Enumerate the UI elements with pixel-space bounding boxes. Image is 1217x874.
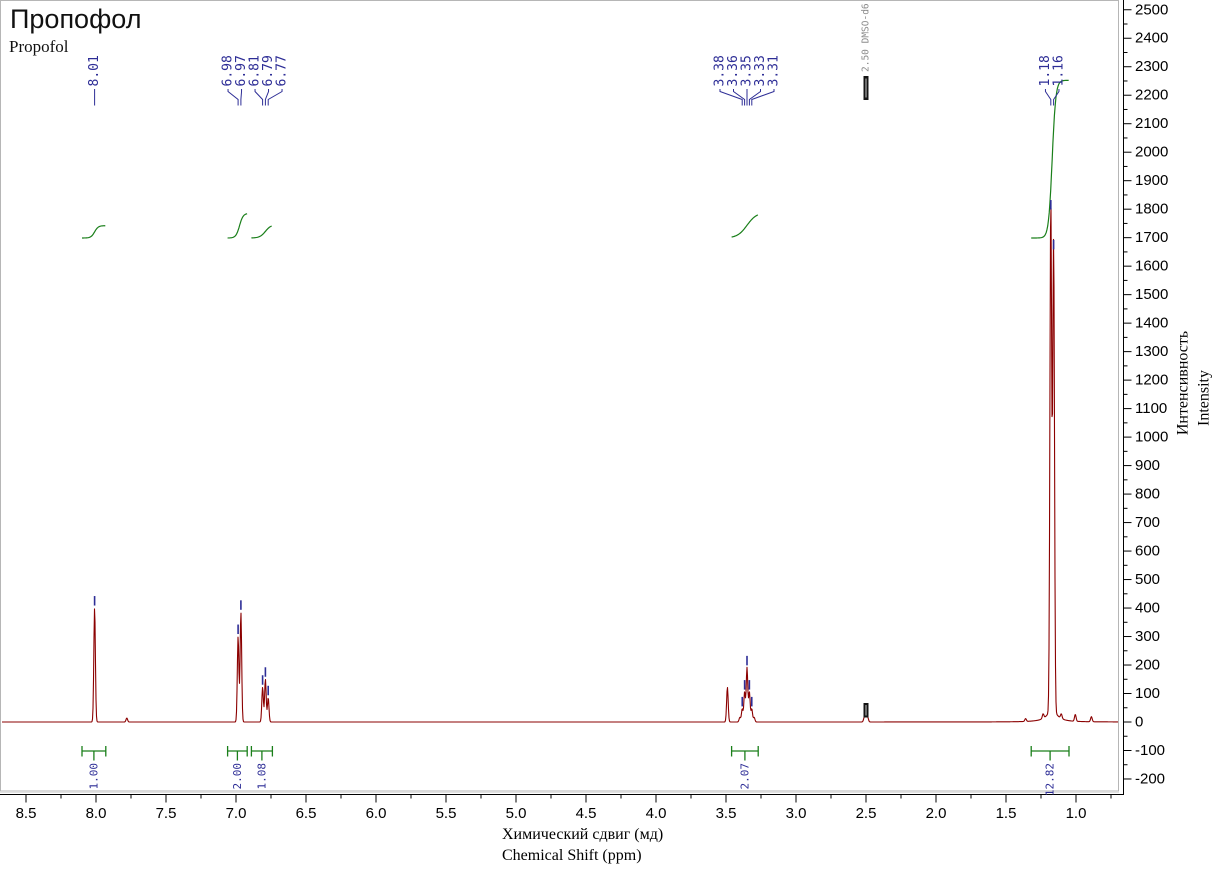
integral-curves: 1.00 2.00 1.08 2.07 12.82 [81,79,1070,796]
solvent-marker-bottom-core [865,705,867,716]
integral-value: 1.08 [255,763,268,790]
peak-label: 3.31 [767,55,782,86]
peak-label: 3.35 [740,55,755,86]
spectrum-trace [1,207,1119,723]
solvent-label: 2.50 DMSO-d6 [861,3,872,72]
x-tick-label: 4.5 [576,805,597,822]
x-tick-label: 5.0 [506,805,527,822]
y-axis-title-en: Intensity [1196,370,1213,426]
y-tick-label: 2000 [1135,144,1168,161]
y-tick-label: 2200 [1135,87,1168,104]
peak-label: 1.16 [1051,55,1066,86]
x-axis-title-ru: Химический сдвиг (мд) [502,826,663,843]
x-tick-label: 2.0 [926,805,947,822]
page-subtitle: Propofol [9,37,69,56]
y-tick-label: 600 [1135,543,1160,560]
plot-frame [0,0,1124,795]
y-tick-label: 500 [1135,571,1160,588]
integral-curve [227,213,248,239]
y-tick-label: 100 [1135,685,1160,702]
y-tick-label: 900 [1135,457,1160,474]
peak-label-connector [1044,89,1052,106]
y-tick-label: 2500 [1135,1,1168,18]
y-tick-label: 400 [1135,600,1160,617]
peak-label: 1.18 [1038,55,1053,86]
peak-label: 6.97 [234,55,249,86]
y-tick-label: 300 [1135,628,1160,645]
peak-label: 3.33 [753,55,768,86]
y-tick-label: 1200 [1135,372,1168,389]
y-tick-label: 1500 [1135,286,1168,303]
peak-annotations: 8.01 6.986.976.816.796.77 3.383.363.353.33… [87,3,1066,718]
x-tick-label: 4.0 [646,805,667,822]
integral-curve [251,225,272,239]
peak-label: 6.81 [248,55,263,86]
peak-label: 6.79 [261,55,276,86]
integral-value: 2.00 [231,763,244,790]
y-tick-label: 2100 [1135,115,1168,132]
y-tick-label: 2300 [1135,58,1168,75]
x-tick-label: 6.0 [366,805,387,822]
x-tick-label: 8.5 [16,805,37,822]
peak-label-connector [719,89,743,106]
plot-frame-border [0,0,1119,792]
axis-ticks: 8.5 8.0 7.5 7.0 6.5 6.0 5.5 5.0 4.5 4.0 3.5 3.0 2.5 2… [16,1,1169,822]
integral-curve [731,214,759,238]
y-tick-label: 1100 [1135,400,1167,417]
x-tick-label: 7.5 [156,805,177,822]
integral-value: 1.00 [87,763,100,790]
peak-label-connector [1053,89,1060,106]
peak-label: 3.36 [726,55,741,86]
peak-label-connector [733,89,746,106]
x-tick-label: 7.0 [226,805,247,822]
peak-label-connector [751,89,775,106]
peak-label-connector [264,89,270,106]
y-tick-label: 1400 [1135,315,1168,332]
peak-label-connector [748,89,761,106]
peak-label: 6.77 [275,55,290,86]
peak-label-connector [227,89,239,106]
y-tick-label: 1300 [1135,343,1168,360]
x-tick-label: 1.5 [996,805,1017,822]
peak-label: 6.98 [221,55,236,86]
x-axis-title-en: Chemical Shift (ppm) [502,847,642,864]
y-tick-label: -100 [1135,742,1165,759]
peak-label-connector [240,89,243,106]
x-tick-label: 1.0 [1066,805,1087,822]
x-tick-label: 8.0 [86,805,107,822]
x-tick-label: 2.5 [856,805,877,822]
integral-value: 2.07 [738,763,751,790]
y-tick-label: 200 [1135,657,1160,674]
y-tick-label: 1600 [1135,258,1168,275]
peak-label-connector [267,89,283,106]
y-tick-label: 1800 [1135,201,1168,218]
y-tick-label: 0 [1135,714,1143,731]
peak-label: 8.01 [87,55,102,86]
peak-label-connector [254,89,264,106]
x-tick-label: 5.5 [436,805,457,822]
page-title: Пропофол [10,4,141,34]
y-tick-label: 2400 [1135,30,1168,47]
y-axis-title-ru: Интенсивность [1175,331,1192,435]
peak-label: 3.38 [713,55,728,86]
y-tick-label: 1700 [1135,229,1168,246]
x-tick-label: 6.5 [296,805,317,822]
x-tick-label: 3.5 [716,805,737,822]
y-tick-label: 700 [1135,514,1160,531]
spectrum-trace-group [1,207,1119,723]
y-tick-label: 1000 [1135,429,1168,446]
integral-curve [1031,79,1069,239]
y-tick-label: -200 [1135,770,1165,787]
y-tick-label: 1900 [1135,172,1168,189]
integral-curve [81,225,106,239]
x-tick-label: 3.0 [786,805,807,822]
y-tick-label: 800 [1135,486,1160,503]
integral-value: 12.82 [1044,763,1057,796]
solvent-marker-top-core [865,78,867,98]
